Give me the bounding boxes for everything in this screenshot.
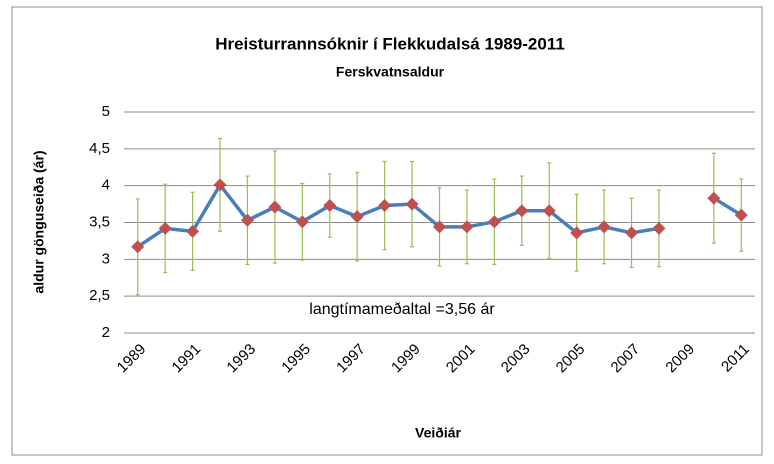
annotation: langtímameðaltal =3,56 ár: [309, 301, 495, 318]
chart-title: Hreisturrannsóknir í Flekkudalsá 1989-20…: [215, 34, 565, 53]
chart-subtitle: Ferskvatnsaldur: [336, 64, 445, 80]
marker: [268, 200, 282, 214]
y-tick-label: 2,5: [89, 287, 110, 304]
marker: [515, 204, 529, 218]
y-tick-label: 2: [102, 324, 110, 341]
marker: [350, 210, 364, 224]
y-axis-label: aldur gönguseiða (ár): [31, 150, 47, 293]
marker: [131, 240, 145, 254]
marker: [707, 191, 721, 205]
marker: [186, 224, 200, 238]
y-tick-label: 5: [102, 103, 110, 120]
marker: [487, 215, 501, 229]
y-tick-label: 4,5: [89, 140, 110, 157]
marker: [570, 226, 584, 240]
marker: [460, 220, 474, 234]
marker: [433, 220, 446, 234]
line: [136, 183, 743, 249]
marker: [158, 221, 172, 235]
marker: [542, 204, 556, 218]
y-tick-label: 3: [102, 250, 110, 267]
marker: [405, 197, 419, 211]
y-tick-label: 4: [102, 177, 110, 194]
marker: [734, 208, 748, 222]
marker: [378, 199, 392, 213]
marker: [295, 215, 309, 229]
marker: [240, 213, 254, 227]
marker: [213, 178, 227, 192]
x-axis-label: Veiðiár: [415, 425, 461, 441]
y-tick-label: 3,5: [89, 213, 110, 230]
marker: [597, 220, 611, 234]
marker: [652, 221, 666, 235]
marker: [323, 199, 337, 213]
marker: [625, 226, 639, 240]
